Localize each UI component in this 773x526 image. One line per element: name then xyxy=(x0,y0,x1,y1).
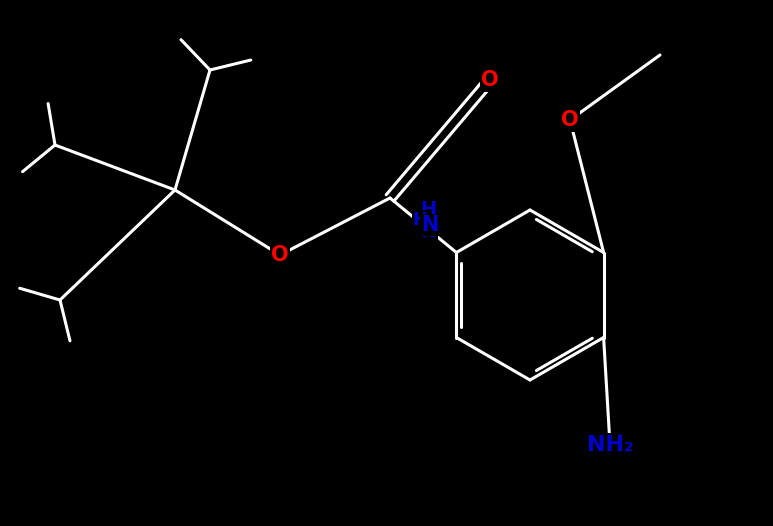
Text: O: O xyxy=(481,70,499,90)
Text: H
N: H N xyxy=(420,200,436,241)
Text: N: N xyxy=(421,215,439,235)
Text: O: O xyxy=(271,245,289,265)
Text: H: H xyxy=(413,211,427,229)
Text: O: O xyxy=(561,110,579,130)
Text: NH₂: NH₂ xyxy=(587,435,633,455)
